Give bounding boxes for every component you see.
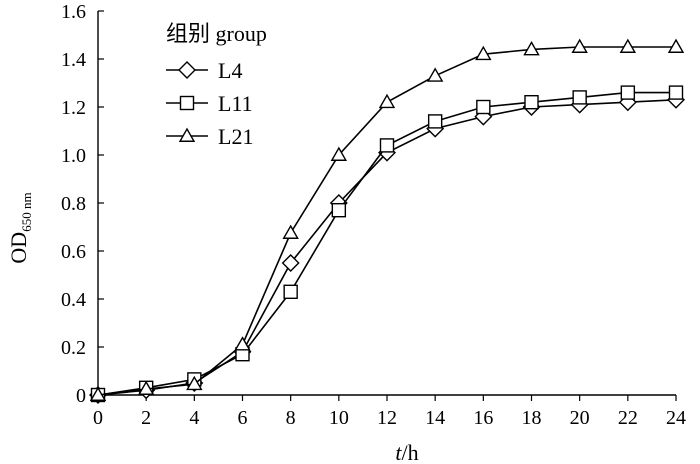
data-point: [619, 38, 637, 53]
data-point: [137, 380, 155, 395]
x-tick-label: 0: [93, 407, 103, 429]
x-tick-label: 8: [286, 407, 296, 429]
x-axis-title-italic: t: [395, 440, 402, 464]
data-point: [378, 93, 396, 109]
y-tick-label: 1.4: [61, 49, 86, 71]
data-point: [379, 138, 395, 153]
y-tick-label: 0.6: [61, 241, 86, 263]
legend-item-L11: L11: [166, 91, 253, 116]
y-axis-title-main: OD: [6, 232, 31, 264]
series-L11: [90, 85, 684, 403]
x-tick-label: 10: [329, 407, 349, 429]
data-point: [427, 114, 443, 129]
legend-label: L11: [218, 91, 253, 116]
x-axis-title: t/h: [395, 440, 418, 464]
data-point: [571, 38, 588, 53]
data-point: [282, 224, 299, 239]
legend-title: 组别 group: [166, 21, 267, 46]
data-point: [620, 85, 636, 100]
x-tick-label: 16: [473, 407, 493, 429]
y-tick-label: 0.8: [61, 193, 86, 215]
legend-marker: [179, 95, 195, 111]
data-point: [667, 38, 685, 53]
x-tick-label: 22: [618, 407, 638, 429]
data-point: [234, 336, 251, 351]
data-point: [524, 94, 539, 110]
data-point: [523, 40, 540, 56]
legend-marker: [178, 127, 196, 142]
x-tick-label: 2: [141, 407, 151, 429]
x-tick-label: 12: [377, 407, 397, 429]
series-layer: [89, 38, 685, 404]
y-tick-label: 1.2: [61, 97, 86, 119]
data-point: [89, 386, 107, 401]
y-tick-label: 1.0: [61, 145, 86, 167]
y-tick-label: 0.2: [61, 337, 86, 359]
x-axis-title-unit: /h: [402, 440, 419, 464]
data-point: [281, 254, 300, 272]
axes: 00.20.40.60.81.01.21.41.60 2 4 6 8 10 12 14 16 18…: [61, 1, 686, 429]
x-tick-label: 6: [238, 407, 248, 429]
x-tick-label: 20: [570, 407, 590, 429]
data-point: [668, 85, 684, 100]
data-point: [331, 202, 347, 218]
legend-item-L21: L21: [166, 124, 253, 149]
data-point: [283, 284, 298, 299]
x-tick-label: 18: [522, 407, 542, 429]
data-point: [476, 99, 491, 115]
x-tick-label: 24: [666, 407, 686, 429]
data-point: [572, 90, 587, 105]
x-tick-label: 4: [189, 407, 199, 429]
y-tick-label: 1.6: [61, 1, 86, 23]
legend-item-L4: L4: [166, 58, 242, 83]
legend-label: L4: [218, 58, 242, 83]
y-axis-title: OD650 nm: [6, 192, 34, 263]
legend-marker: [178, 61, 196, 79]
data-point: [330, 146, 348, 161]
data-point: [186, 375, 203, 391]
y-tick-label: 0.4: [61, 289, 86, 311]
data-point: [475, 45, 492, 61]
y-tick-label: 0: [76, 385, 86, 407]
legend: 组别 group L4 L11 L21: [166, 21, 267, 149]
x-tick-label: 14: [425, 407, 445, 429]
y-axis-title-subscript: 650 nm: [19, 192, 34, 231]
data-point: [426, 67, 444, 82]
series-L21: [89, 38, 685, 401]
legend-label: L21: [218, 124, 253, 149]
